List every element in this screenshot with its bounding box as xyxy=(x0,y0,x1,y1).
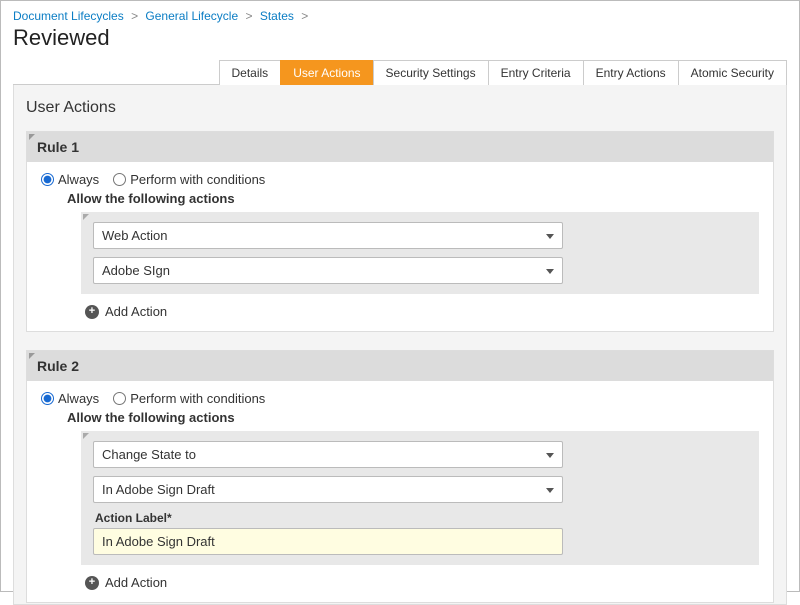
actions-box: Web Action Adobe SIgn xyxy=(81,212,759,294)
page-title: Reviewed xyxy=(13,25,787,51)
radio-conditions-input[interactable] xyxy=(113,173,126,186)
radio-conditions[interactable]: Perform with conditions xyxy=(113,172,265,187)
breadcrumb: Document Lifecycles > General Lifecycle … xyxy=(13,9,787,23)
radio-conditions-label: Perform with conditions xyxy=(130,391,265,406)
radio-always-input[interactable] xyxy=(41,173,54,186)
tab-security-settings[interactable]: Security Settings xyxy=(373,60,489,85)
tab-bar: Details User Actions Security Settings E… xyxy=(13,59,787,84)
tab-entry-actions[interactable]: Entry Actions xyxy=(583,60,679,85)
breadcrumb-link-document-lifecycles[interactable]: Document Lifecycles xyxy=(13,9,124,23)
radio-always-label: Always xyxy=(58,172,99,187)
chevron-right-icon: > xyxy=(131,9,138,23)
tab-entry-criteria[interactable]: Entry Criteria xyxy=(488,60,584,85)
tab-atomic-security[interactable]: Atomic Security xyxy=(678,60,787,85)
action-type-select[interactable]: Web Action xyxy=(93,222,563,249)
add-action-button[interactable]: + Add Action xyxy=(85,304,759,319)
radio-conditions-input[interactable] xyxy=(113,392,126,405)
rule-header: Rule 1 xyxy=(27,132,773,162)
allow-actions-label: Allow the following actions xyxy=(67,410,759,425)
actions-box: Change State to In Adobe Sign Draft Acti… xyxy=(81,431,759,565)
breadcrumb-link-general-lifecycle[interactable]: General Lifecycle xyxy=(145,9,238,23)
plus-circle-icon: + xyxy=(85,576,99,590)
rule-block: Rule 1 Always Perform with conditions Al… xyxy=(26,131,774,332)
radio-always-label: Always xyxy=(58,391,99,406)
action-label-input[interactable] xyxy=(93,528,563,555)
add-action-button[interactable]: + Add Action xyxy=(85,575,759,590)
tab-details[interactable]: Details xyxy=(219,60,282,85)
section-title: User Actions xyxy=(26,99,774,117)
plus-circle-icon: + xyxy=(85,305,99,319)
allow-actions-label: Allow the following actions xyxy=(67,191,759,206)
radio-conditions[interactable]: Perform with conditions xyxy=(113,391,265,406)
tab-user-actions[interactable]: User Actions xyxy=(280,60,373,85)
rule-block: Rule 2 Always Perform with conditions Al… xyxy=(26,350,774,603)
chevron-right-icon: > xyxy=(301,9,308,23)
radio-always[interactable]: Always xyxy=(41,391,99,406)
rule-header: Rule 2 xyxy=(27,351,773,381)
action-type-select[interactable]: Change State to xyxy=(93,441,563,468)
radio-always-input[interactable] xyxy=(41,392,54,405)
breadcrumb-link-states[interactable]: States xyxy=(260,9,294,23)
chevron-right-icon: > xyxy=(245,9,252,23)
radio-always[interactable]: Always xyxy=(41,172,99,187)
action-value-select[interactable]: Adobe SIgn xyxy=(93,257,563,284)
add-action-label: Add Action xyxy=(105,575,167,590)
radio-conditions-label: Perform with conditions xyxy=(130,172,265,187)
add-action-label: Add Action xyxy=(105,304,167,319)
action-label-field-label: Action Label* xyxy=(95,511,747,525)
action-value-select[interactable]: In Adobe Sign Draft xyxy=(93,476,563,503)
